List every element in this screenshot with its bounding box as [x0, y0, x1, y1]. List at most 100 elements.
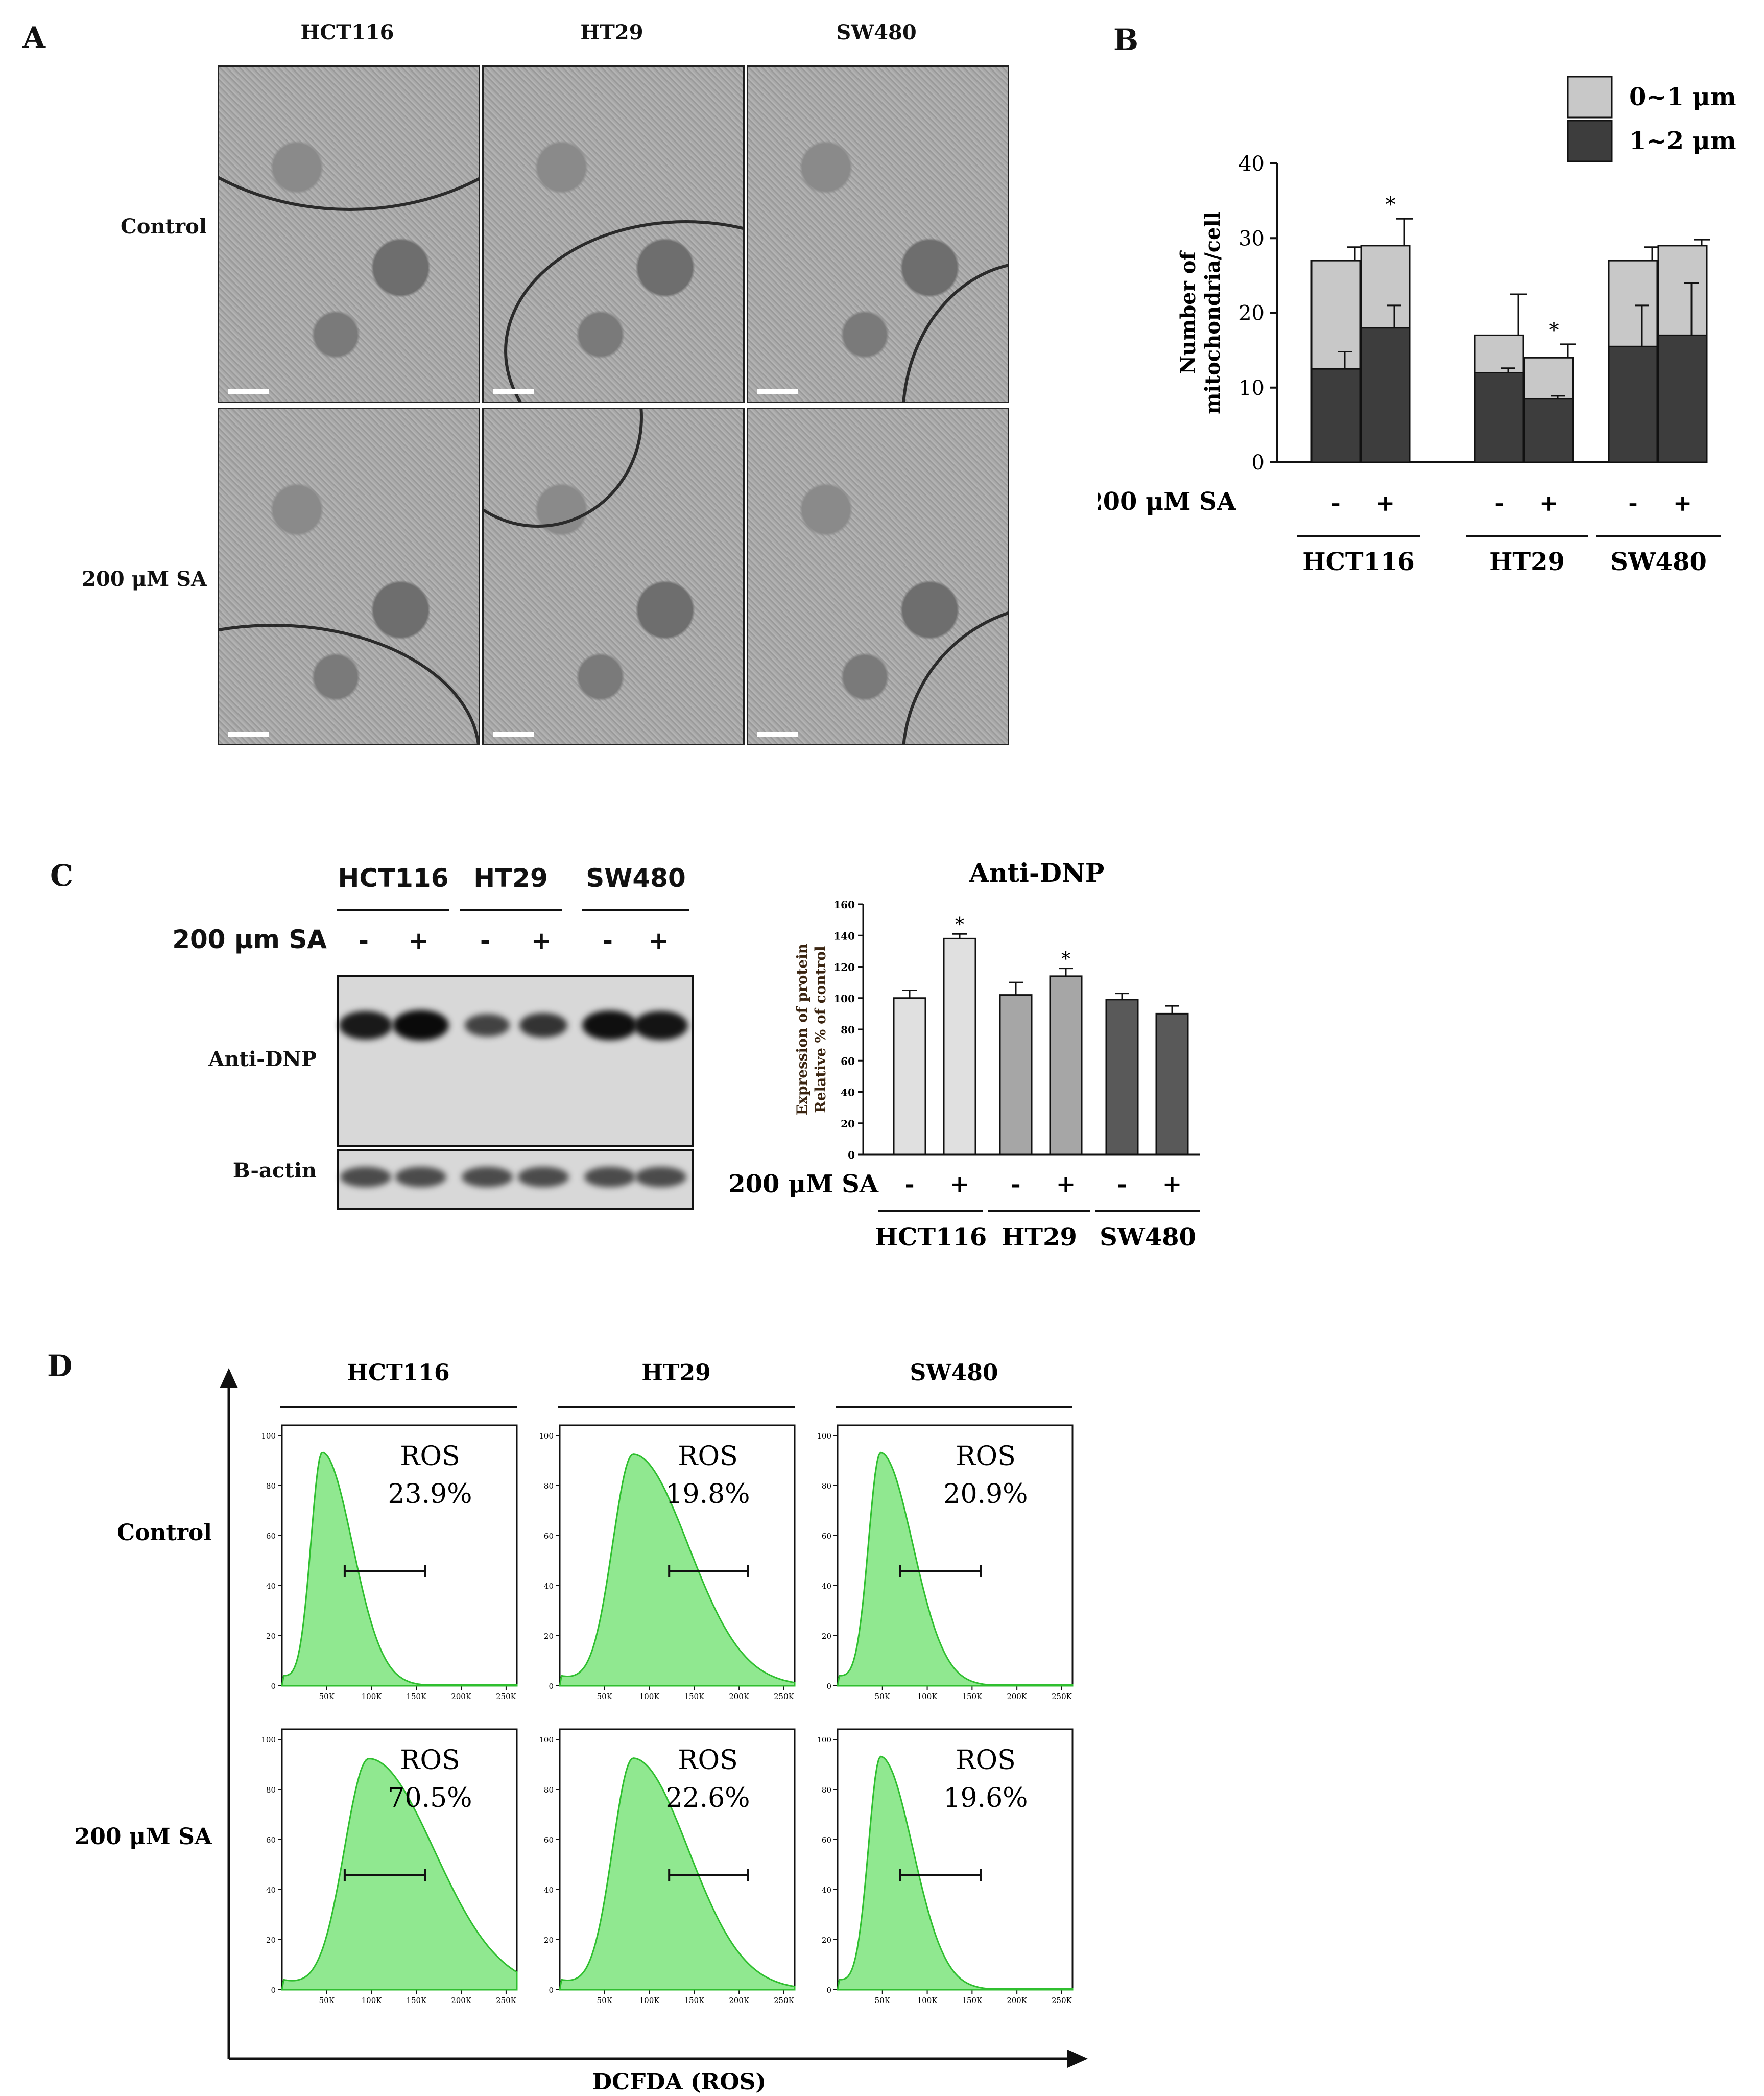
- hist-x-tick-label: 50K: [319, 1996, 335, 2005]
- ros-label: ROS: [956, 1745, 1015, 1776]
- hist-y-tick-label: 80: [544, 1481, 554, 1491]
- treatment-sign: -: [904, 1170, 914, 1198]
- blot-group-underline: [337, 909, 449, 911]
- hist-x-tick-label: 200K: [729, 1692, 750, 1701]
- hist-x-tick-label: 50K: [875, 1692, 891, 1701]
- hist-x-tick-label: 250K: [1052, 1996, 1072, 2005]
- significance-marker: *: [955, 914, 964, 935]
- panel-a-row-sa: 200 μM SA: [82, 567, 207, 591]
- hist-x-tick-label: 100K: [917, 1996, 938, 2005]
- bar-1-2um: [1657, 334, 1708, 463]
- y-tick-label: 40: [1238, 152, 1265, 176]
- y-tick-label: 0: [1252, 451, 1265, 475]
- histogram-panel: 0 20 40 60 80 100 50K 100K 150K 200K 250K ROS 23.9%: [261, 1424, 518, 1701]
- ros-label: ROS: [678, 1745, 737, 1776]
- hist-y-tick-label: 40: [822, 1886, 831, 1895]
- blot-group-label: HT29: [473, 863, 548, 893]
- nucleus-membrane: [504, 220, 743, 402]
- histogram-curve: [559, 1453, 796, 1687]
- panel-a-col-sw480: SW480: [836, 20, 917, 44]
- histogram-panel: 0 20 40 60 80 100 50K 100K 150K 200K 250K ROS 22.6%: [539, 1728, 796, 2005]
- hist-y-tick-label: 100: [261, 1735, 276, 1745]
- hist-x-tick-label: 250K: [1052, 1692, 1072, 1701]
- hist-x-tick-label: 100K: [362, 1692, 383, 1701]
- ros-label: ROS: [400, 1441, 460, 1472]
- y-tick-label: 20: [1238, 302, 1265, 325]
- hist-y-tick-label: 0: [549, 1682, 554, 1691]
- bar: [1155, 1012, 1189, 1156]
- hist-y-tick-label: 0: [826, 1986, 831, 1995]
- group-label: HCT116: [875, 1223, 987, 1252]
- scale-bar: [757, 389, 798, 394]
- row-label-sa: 200 μM SA: [75, 1824, 212, 1850]
- y-tick-label: 140: [833, 930, 855, 942]
- hist-x-tick-label: 150K: [684, 1996, 705, 2005]
- scale-bar: [757, 732, 798, 737]
- group-label: SW480: [1610, 548, 1707, 576]
- hist-y-tick-label: 100: [817, 1735, 831, 1745]
- y-axis-label-line2: Relative % of control: [812, 946, 829, 1113]
- significance-marker: *: [1061, 949, 1070, 970]
- histogram-curve: [837, 1451, 1074, 1687]
- hist-y-tick-label: 60: [544, 1835, 554, 1845]
- blot-group-underline: [460, 909, 562, 911]
- y-axis-label-line2: mitochondria/cell: [1201, 211, 1225, 414]
- blot-sign: -: [480, 927, 490, 955]
- hist-y-tick-label: 80: [822, 1481, 831, 1491]
- hist-y-tick-label: 60: [544, 1532, 554, 1541]
- bar: [1105, 999, 1139, 1156]
- hist-y-tick-label: 60: [822, 1835, 831, 1845]
- y-axis-label-group: Expression of protein Relative % of contr…: [794, 944, 829, 1115]
- hist-x-tick-label: 150K: [406, 1996, 427, 2005]
- em-micrograph: [482, 65, 745, 403]
- actin-band: [340, 1167, 391, 1187]
- x-axis-label: DCFDA (ROS): [592, 2069, 766, 2095]
- y-tick-label: 160: [833, 899, 855, 911]
- y-tick-label: 80: [841, 1024, 855, 1036]
- blot-group-label: SW480: [586, 863, 686, 893]
- bar: [893, 997, 926, 1156]
- hist-y-tick-label: 20: [822, 1936, 831, 1945]
- hist-y-tick-label: 80: [266, 1785, 276, 1795]
- ros-label: ROS: [956, 1441, 1015, 1472]
- legend-swatch: [1567, 76, 1613, 119]
- em-micrograph: [482, 408, 745, 745]
- bar: [943, 937, 976, 1156]
- histogram-panel: 0 20 40 60 80 100 50K 100K 150K 200K 250K ROS 19.6%: [817, 1728, 1074, 2005]
- hist-y-tick-label: 40: [544, 1582, 554, 1591]
- treatment-label: 200 μM SA: [728, 1170, 879, 1198]
- legend-swatch: [1567, 120, 1613, 162]
- bar: [1049, 975, 1083, 1156]
- nucleus-membrane: [219, 67, 479, 211]
- hist-y-tick-label: 60: [822, 1532, 831, 1541]
- hist-y-tick-label: 20: [266, 1632, 276, 1641]
- hist-y-tick-label: 20: [266, 1936, 276, 1945]
- ros-label: ROS: [678, 1441, 737, 1472]
- hist-x-tick-label: 200K: [451, 1996, 472, 2005]
- hist-y-tick-label: 40: [266, 1582, 276, 1591]
- group-label: HCT116: [1302, 548, 1414, 576]
- panel-b-chart: 0 10 20 30 40 Number of mitochondria/cell - * + - *…: [1098, 76, 1736, 576]
- hist-x-tick-label: 150K: [406, 1692, 427, 1701]
- treatment-sign: +: [950, 1170, 970, 1198]
- actin-band: [584, 1167, 635, 1187]
- histogram-panel: 0 20 40 60 80 100 50K 100K 150K 200K 250K ROS 70.5%: [261, 1728, 518, 2005]
- hist-y-tick-label: 0: [826, 1682, 831, 1691]
- hist-x-tick-label: 50K: [875, 1996, 891, 2005]
- hist-y-tick-label: 40: [266, 1886, 276, 1895]
- hist-y-tick-label: 80: [266, 1481, 276, 1491]
- hist-x-tick-label: 100K: [917, 1692, 938, 1701]
- nucleus-membrane: [901, 603, 1008, 744]
- legend-label: 0~1 μm: [1629, 83, 1736, 111]
- hist-x-tick-label: 150K: [962, 1692, 983, 1701]
- treatment-label: 200 μM SA: [1098, 487, 1236, 516]
- histogram-curve: [281, 1451, 518, 1687]
- histogram-curve: [559, 1757, 796, 1991]
- histogram-panel: 0 20 40 60 80 100 50K 100K 150K 200K 250K ROS 19.8%: [539, 1424, 796, 1701]
- actin-band: [395, 1167, 446, 1187]
- significance-marker: *: [1549, 319, 1559, 342]
- y-tick-label: 0: [848, 1149, 855, 1161]
- blot-b-actin-membrane: [337, 1149, 694, 1210]
- panel-a-row-control: Control: [120, 215, 207, 239]
- hist-x-tick-label: 250K: [496, 1996, 517, 2005]
